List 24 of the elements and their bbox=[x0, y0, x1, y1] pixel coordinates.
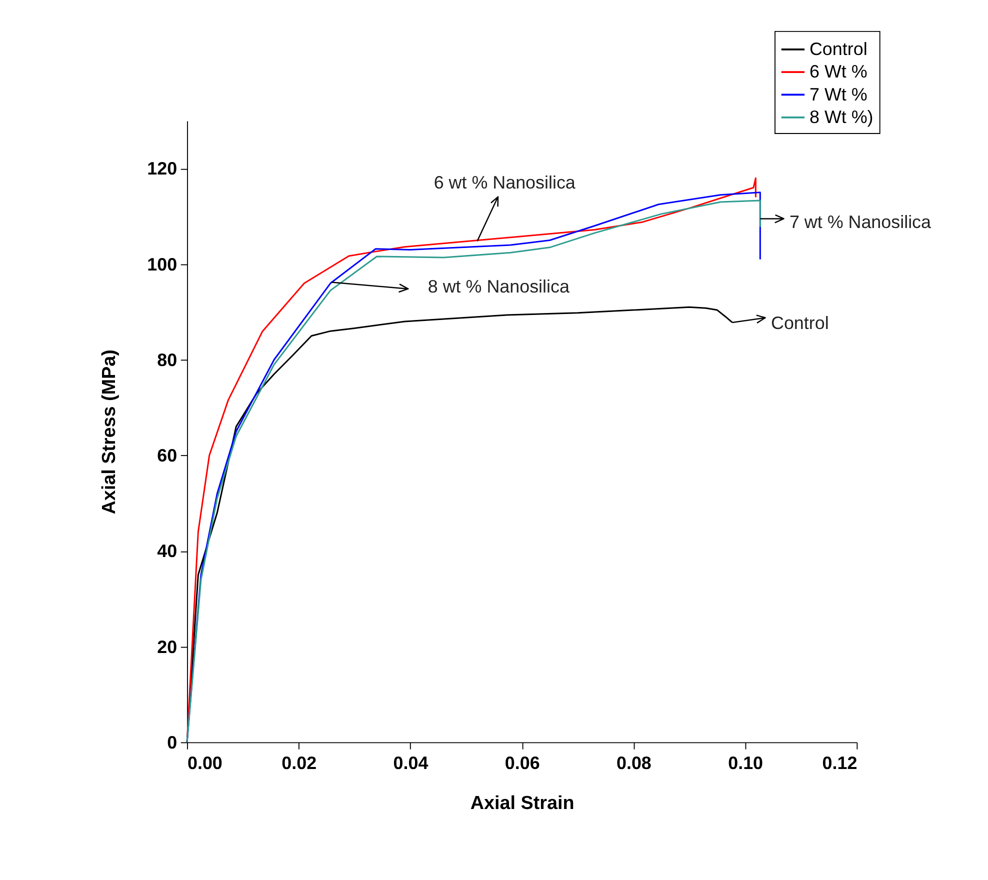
y-tick-label: 40 bbox=[157, 541, 178, 562]
annotation: 8 wt % Nanosilica bbox=[428, 276, 570, 297]
legend-label: 6 Wt % bbox=[809, 62, 868, 82]
legend-label: 7 Wt % bbox=[809, 84, 868, 104]
legend-label: Control bbox=[809, 39, 868, 60]
legend-label: 8 Wt %) bbox=[809, 107, 874, 128]
x-tick-label: 0.06 bbox=[504, 753, 540, 774]
y-tick-label: 0 bbox=[167, 732, 178, 752]
x-tick-label: 0.12 bbox=[822, 753, 858, 774]
y-tick-label: 20 bbox=[157, 636, 178, 657]
x-tick-label: 0.02 bbox=[282, 753, 317, 774]
y-axis-title: Axial Stress (MPa) bbox=[99, 350, 120, 514]
x-tick-label: 0.00 bbox=[187, 753, 222, 774]
annotation: Control bbox=[770, 313, 829, 334]
x-axis-title: Axial Strain bbox=[470, 792, 574, 814]
y-tick-label: 60 bbox=[157, 446, 178, 466]
x-tick-label: 0.10 bbox=[728, 753, 764, 774]
y-tick-label: 100 bbox=[147, 254, 178, 274]
annotation: 6 wt % Nanosilica bbox=[434, 172, 576, 192]
x-tick-label: 0.08 bbox=[616, 753, 652, 774]
x-tick-label: 0.04 bbox=[393, 753, 428, 774]
y-tick-label: 120 bbox=[147, 158, 178, 179]
annotation: 7 wt % Nanosilica bbox=[789, 212, 932, 232]
y-tick-label: 80 bbox=[157, 350, 178, 370]
